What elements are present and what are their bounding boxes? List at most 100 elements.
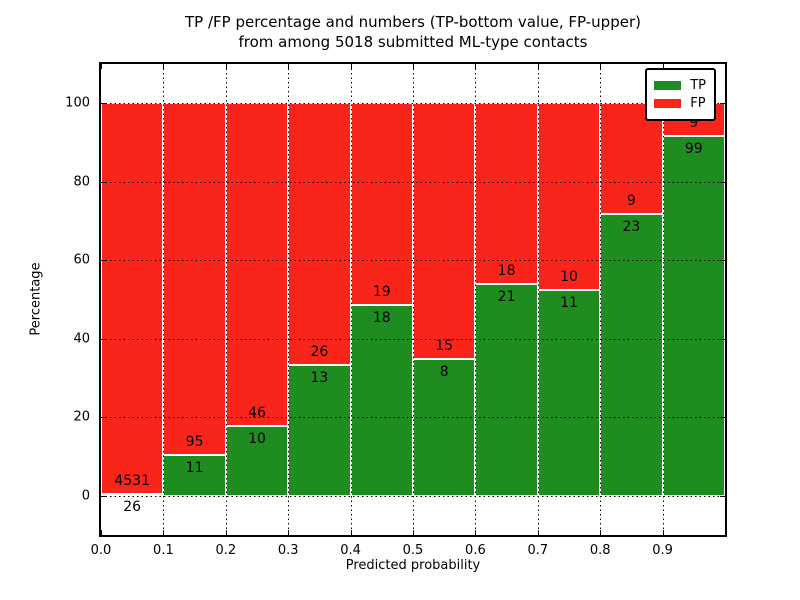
vertical-gridline (413, 64, 414, 535)
horizontal-gridline (101, 103, 725, 105)
x-tick-label: 0.2 (215, 543, 237, 558)
x-tick-mark (475, 64, 477, 69)
x-tick-label: 0.7 (527, 543, 549, 558)
y-tick-label: 0 (81, 488, 90, 504)
fp-count-label: 15 (435, 338, 454, 355)
x-tick-mark (163, 64, 165, 69)
tp-bar-segment (475, 284, 538, 496)
x-tick-mark (475, 530, 477, 535)
fp-count-label: 9 (626, 192, 636, 209)
tp-bar-segment (288, 364, 351, 496)
x-tick-mark (600, 64, 602, 69)
x-tick-label: 0.5 (402, 543, 424, 558)
x-tick-mark (225, 530, 227, 535)
x-tick-label: 0.4 (340, 543, 361, 558)
tp-count-label: 11 (560, 295, 578, 312)
y-tick-mark (720, 417, 725, 419)
tp-legend-swatch-icon (654, 81, 682, 90)
fp-count-label: 4531 (114, 472, 151, 489)
vertical-gridline (225, 64, 227, 535)
y-tick-mark (101, 103, 106, 105)
fp-count-label: 9 (689, 114, 699, 131)
tp-count-label: 13 (310, 369, 329, 386)
y-tick-mark (720, 181, 725, 183)
tp-bar-segment (350, 304, 413, 496)
fp-count-label: 19 (372, 283, 391, 300)
fp-bar-segment (350, 103, 413, 305)
y-axis-label: Percentage (28, 262, 44, 336)
vertical-gridline (662, 64, 664, 535)
fp-count-label: 18 (497, 263, 516, 280)
tp-count-label: 10 (248, 430, 266, 447)
tp-bar-segment (600, 213, 663, 496)
x-tick-mark (413, 64, 414, 69)
fp-bar-segment (288, 103, 351, 365)
y-tick-mark (720, 495, 725, 497)
tp-count-label: 8 (439, 364, 449, 381)
y-tick-mark (720, 260, 725, 262)
y-tick-label: 60 (73, 252, 90, 268)
vertical-gridline (288, 64, 290, 535)
y-tick-mark (101, 417, 106, 419)
tp-bar-segment (225, 425, 289, 496)
fp-bar-segment (413, 103, 476, 360)
plot-area: 4531 26 95 11 46 10 26 13 19 18 15 8 18 21 10 11 9 23 9 99 … (99, 62, 727, 537)
fp-bar-segment (600, 103, 663, 214)
tp-bar-segment (662, 135, 725, 496)
tp-bar-segment (101, 493, 164, 496)
y-tick-label: 40 (73, 331, 90, 347)
x-tick-label: 0.6 (465, 543, 486, 558)
y-tick-label: 100 (65, 95, 90, 111)
chart-title-line1: TP /FP percentage and numbers (TP-bottom… (185, 13, 641, 31)
y-tick-label: 20 (73, 409, 90, 425)
y-tick-label: 80 (73, 174, 90, 190)
x-tick-mark (288, 64, 290, 69)
x-tick-mark (163, 530, 165, 535)
x-tick-label: 0.3 (277, 543, 299, 558)
x-tick-mark (600, 530, 602, 535)
fp-bar-segment (225, 103, 289, 426)
vertical-gridline (537, 64, 539, 535)
legend-label: TP (690, 78, 706, 93)
fp-bar-segment (537, 103, 601, 291)
tp-bar-segment (537, 290, 601, 496)
x-tick-label: 0.1 (153, 543, 174, 558)
tp-count-label: 23 (622, 218, 641, 235)
vertical-gridline (163, 64, 165, 535)
x-tick-mark (413, 530, 414, 535)
x-tick-mark (350, 64, 352, 69)
tp-count-label: 99 (684, 140, 703, 157)
x-tick-mark (101, 530, 102, 535)
x-tick-mark (225, 64, 227, 69)
fp-bar-segment (163, 103, 226, 456)
fp-bar-segment (475, 103, 538, 285)
y-tick-mark (101, 495, 106, 497)
vertical-gridline (350, 64, 352, 535)
x-tick-mark (537, 530, 539, 535)
legend-entry: FP (654, 96, 706, 111)
tp-count-label: 21 (497, 289, 516, 306)
horizontal-gridline (101, 338, 725, 340)
x-tick-mark (288, 530, 290, 535)
legend-label: FP (690, 96, 706, 111)
vertical-gridline (600, 64, 602, 535)
legend: TP FP (645, 68, 716, 121)
legend-entry: TP (654, 78, 706, 93)
fp-bar-segment (101, 103, 164, 494)
horizontal-gridline (101, 260, 725, 262)
x-tick-mark (101, 64, 102, 69)
tp-count-label: 18 (372, 309, 391, 326)
y-tick-mark (720, 103, 725, 105)
x-tick-label: 0.9 (652, 543, 673, 558)
y-tick-mark (101, 338, 106, 340)
fp-legend-swatch-icon (654, 99, 682, 108)
horizontal-gridline (101, 181, 725, 183)
y-tick-mark (720, 338, 725, 340)
x-tick-mark (662, 530, 664, 535)
fp-count-label: 46 (248, 404, 266, 421)
x-tick-mark (350, 530, 352, 535)
y-tick-mark (101, 181, 106, 183)
x-tick-mark (537, 64, 539, 69)
horizontal-gridline (101, 495, 725, 497)
vertical-gridline (475, 64, 477, 535)
